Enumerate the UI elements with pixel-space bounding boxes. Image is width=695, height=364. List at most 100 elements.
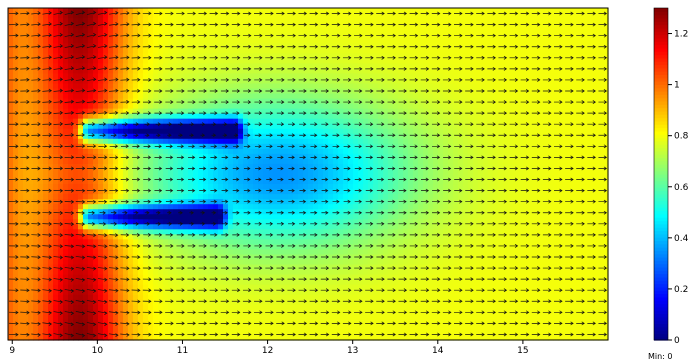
field-cell (373, 204, 379, 210)
field-cell (128, 43, 134, 49)
field-cell (198, 68, 204, 74)
field-cell (98, 309, 104, 316)
field-cell (138, 8, 144, 14)
field-cell (318, 138, 324, 145)
field-cell (203, 93, 209, 100)
field-cell (298, 163, 304, 170)
field-cell (243, 194, 249, 200)
field-cell (383, 103, 389, 110)
field-cell (173, 43, 179, 49)
field-cell (133, 244, 139, 251)
field-cell (363, 118, 369, 125)
field-cell (118, 153, 124, 160)
field-cell (123, 239, 129, 246)
field-cell (188, 284, 194, 291)
field-cell (193, 38, 199, 44)
field-cell (143, 123, 149, 130)
field-cell (333, 314, 339, 321)
field-cell (128, 274, 134, 281)
field-cell (83, 113, 89, 120)
field-cell (153, 209, 159, 215)
field-cell (383, 163, 389, 170)
field-cell (138, 274, 144, 281)
field-cell (143, 319, 149, 326)
field-cell (13, 128, 19, 135)
field-cell (343, 174, 349, 180)
field-cell (203, 28, 209, 34)
field-cell (33, 73, 39, 80)
field-cell (318, 194, 324, 200)
field-cell (63, 8, 69, 14)
field-cell (373, 63, 379, 69)
field-cell (93, 224, 99, 230)
field-cell (153, 314, 159, 321)
field-cell (283, 194, 289, 200)
field-cell (373, 13, 379, 19)
field-cell (158, 128, 164, 135)
field-cell (58, 73, 64, 80)
field-cell (233, 78, 239, 85)
field-cell (363, 244, 369, 251)
field-cell (43, 299, 49, 306)
field-cell (98, 93, 104, 100)
field-cell (238, 179, 244, 185)
field-cell (373, 8, 379, 14)
field-cell (353, 23, 359, 29)
field-cell (188, 108, 194, 115)
field-cell (68, 174, 74, 180)
field-cell (173, 53, 179, 59)
field-cell (63, 179, 69, 185)
field-cell (253, 209, 259, 215)
field-cell (368, 194, 374, 200)
field-cell (118, 68, 124, 74)
field-cell (8, 209, 14, 215)
field-cell (28, 219, 34, 225)
field-cell (48, 304, 54, 311)
field-cell (18, 93, 24, 100)
field-cell (223, 184, 229, 190)
field-cell (153, 68, 159, 74)
field-cell (173, 143, 179, 150)
field-cell (373, 53, 379, 59)
field-cell (28, 299, 34, 306)
field-cell (153, 299, 159, 306)
field-cell (33, 158, 39, 165)
field-cell (58, 8, 64, 14)
field-cell (348, 294, 354, 301)
field-cell (318, 289, 324, 296)
field-cell (58, 214, 64, 220)
field-cell (53, 174, 59, 180)
field-cell (63, 189, 69, 195)
field-cell (213, 73, 219, 80)
field-cell (248, 289, 254, 296)
field-cell (208, 214, 214, 220)
field-cell (113, 98, 119, 105)
field-cell (208, 314, 214, 321)
field-cell (218, 179, 224, 185)
field-cell (223, 329, 229, 336)
field-cell (308, 133, 314, 140)
field-cell (303, 158, 309, 165)
field-cell (373, 113, 379, 120)
field-cell (28, 143, 34, 150)
field-cell (238, 73, 244, 80)
field-cell (283, 179, 289, 185)
field-cell (68, 269, 74, 276)
field-cell (163, 179, 169, 185)
field-cell (98, 148, 104, 155)
field-cell (133, 168, 139, 175)
field-cell (303, 83, 309, 90)
field-cell (348, 284, 354, 291)
field-cell (368, 269, 374, 276)
field-cell (358, 93, 364, 100)
field-cell (338, 174, 344, 180)
field-cell (43, 289, 49, 296)
field-cell (238, 224, 244, 230)
field-cell (293, 123, 299, 130)
field-cell (53, 48, 59, 54)
field-cell (163, 289, 169, 296)
field-cell (368, 103, 374, 110)
field-cell (43, 174, 49, 180)
field-cell (358, 244, 364, 251)
field-cell (243, 174, 249, 180)
